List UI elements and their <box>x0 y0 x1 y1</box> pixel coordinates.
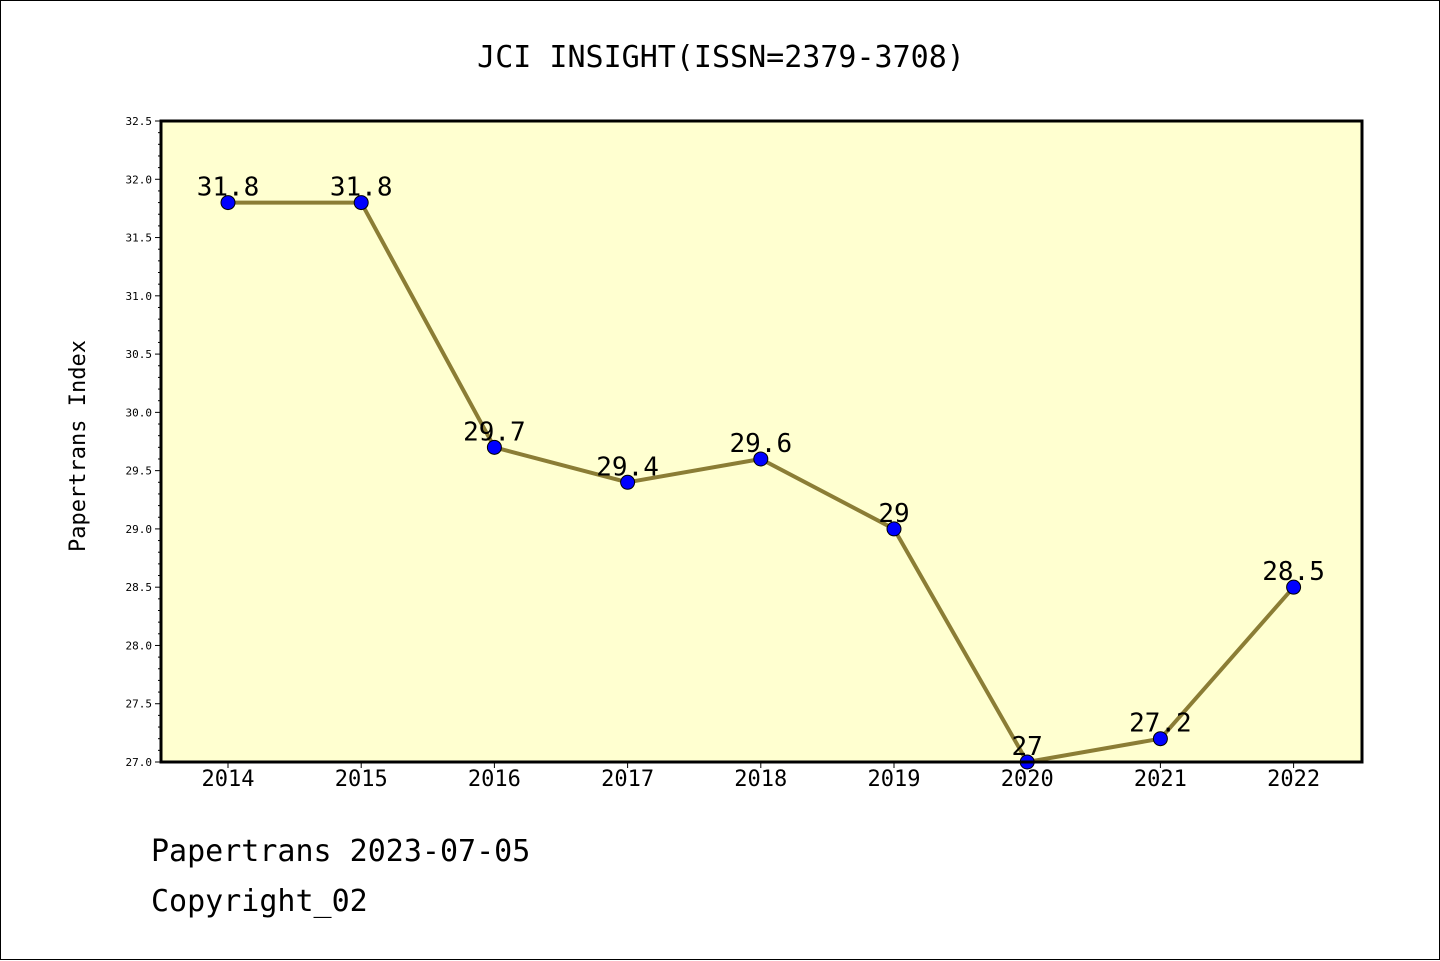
data-label: 29.4 <box>596 452 659 482</box>
x-tick-label: 2019 <box>868 767 921 792</box>
y-tick-label: 30.0 <box>126 406 153 419</box>
data-label: 29.7 <box>463 417 526 447</box>
data-point <box>353 195 369 211</box>
data-point <box>1286 579 1302 595</box>
y-tick-label: 30.5 <box>126 348 153 361</box>
axis-ticks: 27.0 27.5 28.0 28.5 29.0 29.5 30.0 30.5 31.0 31.5… <box>126 115 1321 792</box>
x-tick-label: 2015 <box>335 767 388 792</box>
y-tick-label: 27.0 <box>126 756 153 769</box>
y-tick-label: 27.5 <box>126 698 153 711</box>
y-tick-label: 31.5 <box>126 232 153 245</box>
chart-title: JCI INSIGHT(ISSN=2379-3708) <box>477 40 965 75</box>
x-tick-label: 2020 <box>1001 767 1054 792</box>
data-label: 31.8 <box>330 173 393 203</box>
data-point <box>486 439 502 455</box>
x-tick-label: 2017 <box>601 767 654 792</box>
data-label: 29 <box>878 499 909 529</box>
y-tick-label: 28.0 <box>126 639 153 652</box>
data-point <box>220 195 236 211</box>
x-tick-label: 2022 <box>1267 767 1320 792</box>
data-point <box>1152 731 1168 747</box>
footer-copyright: Copyright_02 <box>151 884 368 919</box>
y-axis-label: Papertrans Index <box>66 340 91 552</box>
y-tick-label: 31.0 <box>126 290 153 303</box>
plot-frame <box>159 119 1364 764</box>
y-tick-label: 28.5 <box>126 581 153 594</box>
data-label: 31.8 <box>197 173 260 203</box>
data-label: 27.2 <box>1129 709 1192 739</box>
y-tick-label: 32.5 <box>126 115 153 128</box>
series-layer: 31.8 31.8 29.7 29.4 29.6 29 27 27.2 28.5 <box>197 173 1325 770</box>
footer-date: Papertrans 2023-07-05 <box>151 834 531 869</box>
data-point <box>620 474 636 490</box>
plot-area <box>161 121 1362 762</box>
x-tick-label: 2021 <box>1134 767 1187 792</box>
x-tick-label: 2014 <box>202 767 255 792</box>
y-tick-label: 32.0 <box>126 173 153 186</box>
data-label: 27 <box>1012 732 1043 762</box>
y-tick-label: 29.5 <box>126 465 153 478</box>
x-tick-label: 2016 <box>468 767 521 792</box>
data-label: 28.5 <box>1262 557 1325 587</box>
data-point <box>886 521 902 537</box>
x-tick-label: 2018 <box>734 767 787 792</box>
y-tick-label: 29.0 <box>126 523 153 536</box>
data-point <box>753 451 769 467</box>
data-label: 29.6 <box>729 429 792 459</box>
